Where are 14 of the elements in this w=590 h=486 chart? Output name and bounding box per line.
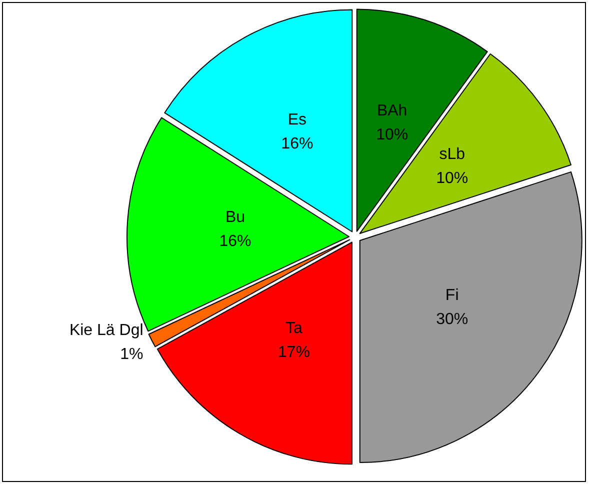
data-label: 30%	[436, 311, 468, 328]
slice-label: Ta	[285, 320, 302, 337]
data-label: 16%	[281, 135, 314, 152]
data-label: 10%	[376, 126, 408, 144]
data-label: 10%	[436, 170, 468, 187]
data-label: 16%	[219, 232, 252, 250]
slice-label: Es	[288, 111, 307, 128]
slice-label: Kie Lä Dgl	[69, 322, 144, 339]
slice-label: sLb	[439, 146, 466, 163]
data-label: 17%	[278, 344, 310, 361]
data-label: 1%	[120, 346, 144, 363]
slice-label: Fi	[445, 287, 459, 304]
slice-label: Bu	[225, 208, 246, 226]
slice-label: BAh	[376, 102, 408, 120]
